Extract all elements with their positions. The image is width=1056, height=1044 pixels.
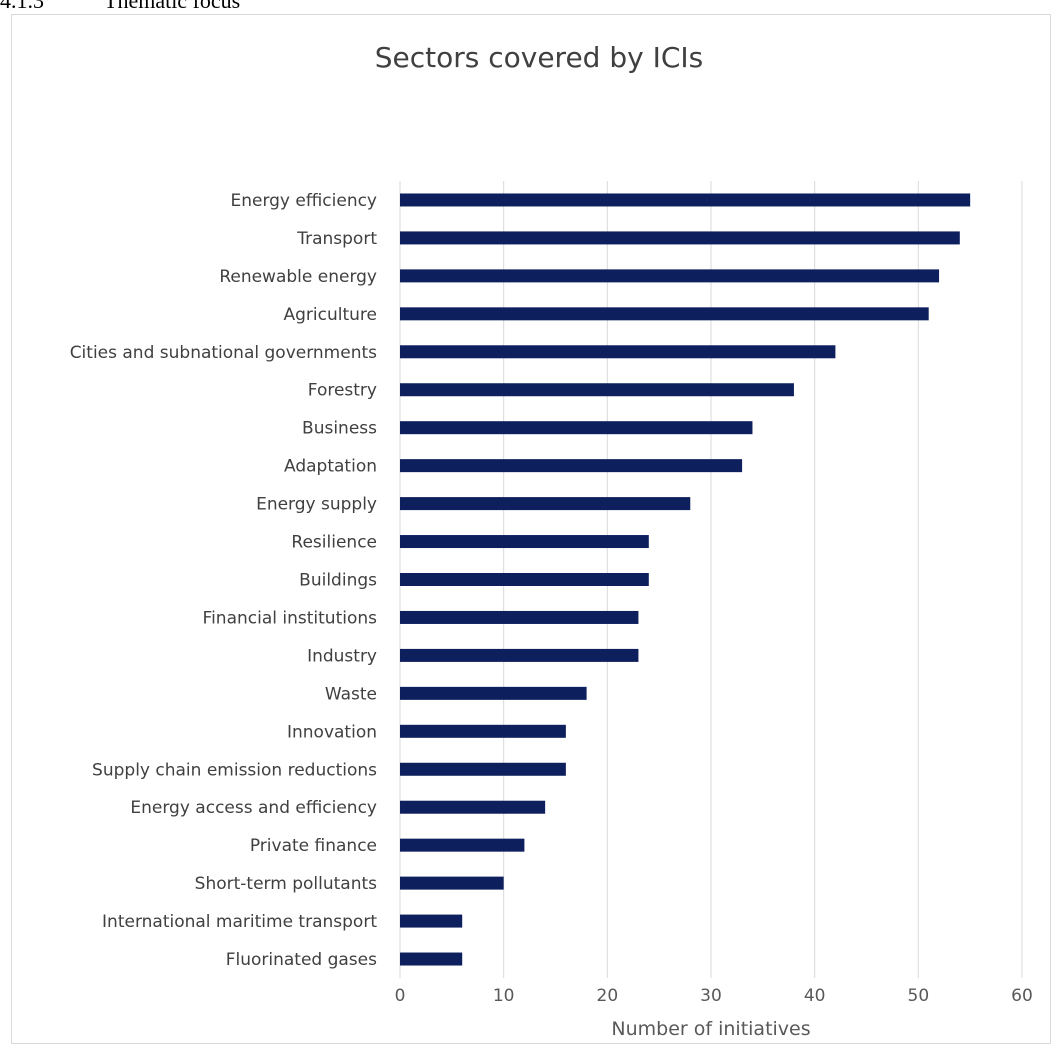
- bar-7: [400, 459, 743, 473]
- category-label-8: Energy supply: [256, 495, 377, 515]
- category-label-7: Adaptation: [284, 457, 377, 477]
- category-label-19: International maritime transport: [102, 912, 377, 932]
- category-label-0: Energy efficiency: [230, 191, 377, 211]
- category-label-20: Fluorinated gases: [226, 950, 377, 970]
- x-tick-label-6: 60: [1011, 986, 1033, 1006]
- category-label-12: Industry: [307, 646, 377, 666]
- x-tick-label-5: 50: [908, 986, 930, 1006]
- category-label-9: Resilience: [291, 533, 377, 553]
- bar-11: [400, 610, 639, 624]
- bar-8: [400, 497, 691, 511]
- category-label-17: Private finance: [250, 836, 377, 856]
- bar-4: [400, 345, 836, 359]
- bar-13: [400, 686, 587, 700]
- bar-15: [400, 762, 566, 776]
- bar-16: [400, 800, 546, 814]
- category-label-13: Waste: [325, 684, 377, 704]
- x-axis-label: Number of initiatives: [611, 1018, 810, 1040]
- bar-10: [400, 573, 649, 586]
- bar-20: [400, 952, 463, 966]
- category-label-1: Transport: [296, 229, 377, 249]
- bar-0: [400, 193, 971, 207]
- bar-18: [400, 876, 504, 890]
- category-label-15: Supply chain emission reductions: [92, 760, 377, 780]
- bar-12: [400, 648, 639, 662]
- x-tick-label-4: 40: [804, 986, 826, 1006]
- category-label-11: Financial institutions: [203, 608, 378, 628]
- category-label-10: Buildings: [299, 571, 377, 591]
- section-heading: 4.1.3 Thematic focus: [0, 0, 240, 14]
- category-label-5: Forestry: [308, 381, 377, 401]
- category-label-3: Agriculture: [284, 305, 378, 325]
- x-tick-label-0: 0: [395, 986, 406, 1006]
- category-label-16: Energy access and efficiency: [130, 798, 377, 818]
- category-label-18: Short-term pollutants: [195, 874, 377, 894]
- category-labels: Energy efficiency Transport Renewable ener…: [70, 191, 378, 970]
- bar-1: [400, 231, 960, 245]
- category-label-6: Business: [302, 419, 377, 439]
- section-number: 4.1.3: [0, 0, 44, 13]
- category-label-2: Renewable energy: [219, 267, 377, 287]
- x-tick-label-3: 30: [700, 986, 722, 1006]
- x-tick-label-1: 10: [493, 986, 515, 1006]
- bar-14: [400, 724, 566, 738]
- x-tick-labels: 0 10 20 30 40 50 60: [395, 986, 1033, 1006]
- section-title: Thematic focus: [104, 0, 241, 13]
- bar-6: [400, 421, 753, 435]
- bar-5: [400, 383, 794, 397]
- bar-19: [400, 914, 463, 928]
- bar-3: [400, 307, 929, 321]
- bar-9: [400, 535, 649, 549]
- bars: [400, 193, 971, 966]
- category-label-14: Innovation: [287, 722, 377, 742]
- x-tick-label-2: 20: [597, 986, 619, 1006]
- bar-2: [400, 269, 940, 283]
- chart-title: Sectors covered by ICIs: [375, 41, 704, 74]
- category-label-4: Cities and subnational governments: [70, 343, 377, 363]
- bar-17: [400, 838, 525, 852]
